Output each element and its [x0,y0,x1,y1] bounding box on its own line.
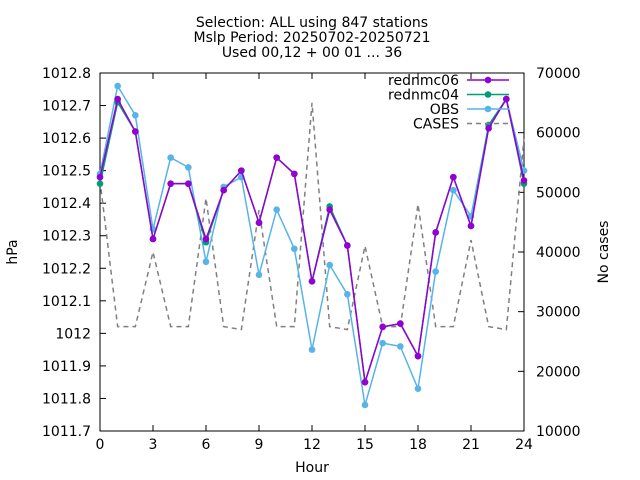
data-point-rednmc06 [520,177,528,184]
data-point-rednmc06 [202,235,210,243]
data-point-obs [326,261,333,269]
legend-label-rednmc04: rednmc04 [388,88,459,104]
x-tick-label: 9 [255,437,264,453]
data-point-obs [114,82,121,90]
data-point-obs [132,112,139,119]
data-point-rednmc06 [220,186,227,194]
legend-label-rednmc06: rednmc06 [388,73,459,89]
data-point-rednmc06 [344,242,351,249]
data-point-obs [255,271,263,279]
y2-tick-label: 10000 [536,424,581,440]
legend-label-obs: OBS [430,102,459,118]
data-point-rednmc06 [485,125,492,132]
series-line-rednmc06 [99,96,525,383]
y-tick-label: 1012 [55,326,91,342]
data-point-rednmc06 [291,170,298,178]
data-point-obs [432,268,439,275]
axes-layer: 0 3 6 9 12 15 18 21 24 1011.7 1011.8 1011.9 1012 1012… [42,66,581,453]
y2-tick-label: 20000 [536,364,581,380]
data-point-rednmc06 [414,352,422,360]
y2-axis-label: No cases [596,221,612,284]
x-tick-label: 12 [303,437,321,453]
y-tick-label: 1012.6 [42,131,91,147]
legend-marker-obs [484,105,492,113]
data-point-rednmc06 [273,154,280,161]
y-tick-label: 1011.8 [42,391,91,407]
data-point-obs [308,346,316,353]
x-tick-label: 6 [202,437,211,453]
data-point-obs [344,291,351,298]
y2-tick-label: 30000 [536,305,581,321]
series-line-cases [99,102,525,331]
legend-marker-rednmc04 [484,91,492,98]
data-point-obs [202,258,210,266]
data-point-rednmc06 [432,229,439,236]
x-tick-label: 18 [409,437,427,453]
y2-tick-label: 40000 [536,245,581,261]
data-point-rednmc06 [132,128,139,135]
y-tick-label: 1012.1 [42,294,91,310]
data-point-rednmc06 [397,320,404,327]
data-point-obs [379,339,386,347]
x-tick-label: 21 [462,437,480,453]
data-point-rednmc06 [114,95,121,103]
data-point-rednmc06 [255,219,263,227]
data-point-rednmc06 [238,167,245,174]
title-line-2: Mslp Period: 20250702-20250721 [194,30,431,46]
chart-title: Selection: ALL using 847 stations Mslp P… [194,15,431,61]
data-point-obs [291,245,298,253]
x-tick-label: 3 [149,437,158,453]
data-point-rednmc06 [326,206,333,213]
y-tick-label: 1012.2 [42,261,91,277]
legend-label-cases: CASES [413,117,459,133]
data-point-obs [273,206,280,213]
series-line-obs [99,83,525,406]
data-point-rednmc06 [149,235,157,243]
y-tick-label: 1012.4 [42,196,91,212]
data-point-obs [167,154,174,161]
y2-tick-label: 60000 [536,126,581,142]
y-tick-label: 1012.7 [42,99,91,115]
x-tick-label: 24 [515,437,533,453]
x-tick-label: 0 [96,437,105,453]
data-point-obs [397,343,404,350]
y2-tick-label: 70000 [536,66,581,82]
y-tick-label: 1012.5 [42,164,91,180]
y2-tick-label: 50000 [536,185,581,201]
data-point-rednmc06 [308,277,316,285]
y-tick-label: 1012.8 [42,66,91,82]
x-tick-label: 15 [356,437,374,453]
data-point-rednmc04 [96,180,104,187]
title-line-3: Used 00,12 + 00 01 ... 36 [222,45,402,61]
plot-frame [99,72,525,432]
data-point-rednmc06 [467,222,475,230]
data-point-rednmc06 [379,323,386,331]
legend-marker-rednmc06 [484,76,492,84]
y-axis-label: hPa [5,239,21,264]
data-point-rednmc06 [361,378,369,386]
data-point-rednmc06 [185,180,192,187]
title-line-1: Selection: ALL using 847 stations [196,15,428,31]
x-axis-label: Hour [295,460,329,476]
data-point-rednmc06 [503,95,510,103]
data-point-rednmc06 [96,173,104,181]
y-tick-label: 1012.3 [42,229,91,245]
data-point-obs [361,401,369,409]
data-point-rednmc06 [167,180,174,187]
data-point-obs [450,186,457,194]
series-line-rednmc04 [99,97,525,383]
data-point-obs [414,385,422,392]
data-point-rednmc06 [450,173,457,181]
y-tick-label: 1011.7 [42,424,91,440]
data-point-obs [185,164,192,171]
series-layer [96,82,528,409]
y-tick-label: 1011.9 [42,359,91,375]
